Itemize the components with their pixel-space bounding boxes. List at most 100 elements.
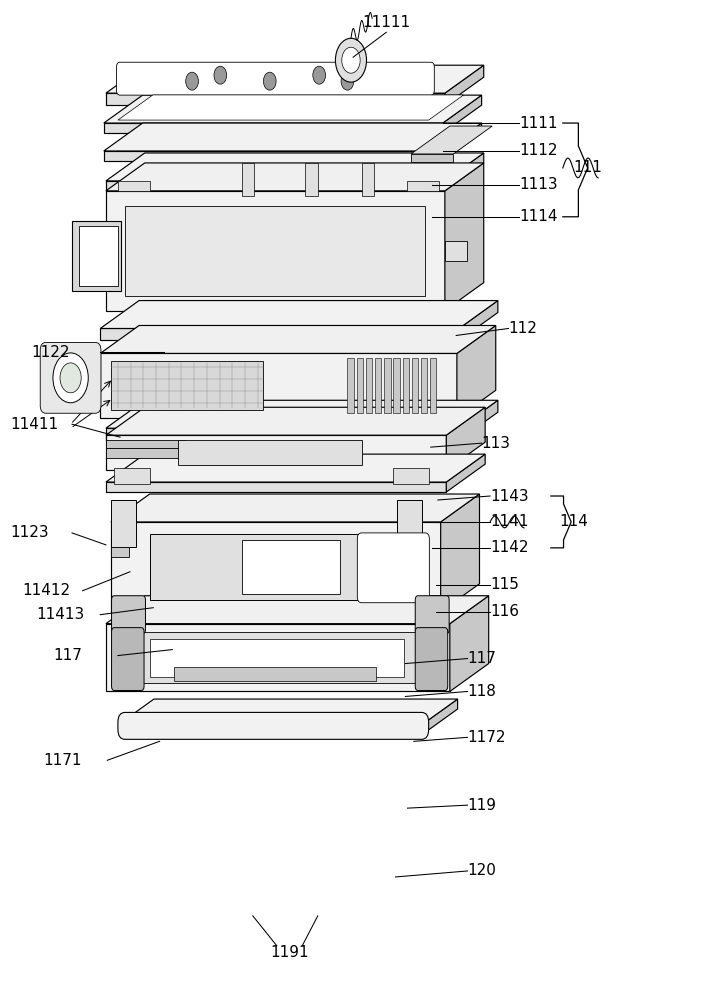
Text: 116: 116 (490, 604, 519, 619)
Text: 1111: 1111 (519, 116, 557, 131)
Polygon shape (72, 221, 121, 291)
Circle shape (214, 66, 227, 84)
Polygon shape (106, 624, 450, 691)
Polygon shape (111, 522, 441, 612)
Circle shape (264, 72, 276, 90)
Text: 117: 117 (467, 651, 496, 666)
Polygon shape (79, 226, 118, 286)
Polygon shape (104, 123, 443, 133)
Polygon shape (111, 494, 479, 522)
Text: 11413: 11413 (37, 607, 85, 622)
Polygon shape (100, 325, 496, 353)
Text: 114: 114 (559, 514, 588, 529)
Polygon shape (445, 65, 484, 105)
Text: 1141: 1141 (490, 514, 529, 529)
Polygon shape (111, 361, 263, 410)
Polygon shape (384, 358, 391, 413)
Polygon shape (106, 65, 484, 93)
Text: 117: 117 (53, 648, 82, 663)
Polygon shape (441, 494, 479, 612)
Polygon shape (150, 639, 404, 677)
Text: 1142: 1142 (490, 540, 529, 555)
Polygon shape (106, 428, 459, 440)
Text: 11412: 11412 (23, 583, 71, 598)
Polygon shape (150, 534, 397, 600)
Polygon shape (430, 358, 437, 413)
Polygon shape (106, 191, 445, 311)
Polygon shape (411, 126, 492, 154)
Polygon shape (106, 181, 445, 191)
Text: 111: 111 (574, 160, 603, 175)
Text: 1191: 1191 (270, 945, 309, 960)
Text: 1114: 1114 (519, 209, 557, 224)
Text: 115: 115 (490, 577, 519, 592)
Polygon shape (412, 358, 418, 413)
Polygon shape (446, 454, 485, 492)
Polygon shape (242, 540, 340, 594)
Text: 1171: 1171 (44, 753, 82, 768)
Polygon shape (106, 435, 446, 470)
Polygon shape (445, 241, 467, 261)
Polygon shape (411, 154, 453, 162)
FancyBboxPatch shape (118, 712, 429, 739)
Polygon shape (362, 163, 374, 196)
FancyBboxPatch shape (116, 62, 435, 95)
Polygon shape (408, 181, 440, 191)
Polygon shape (347, 358, 354, 413)
Polygon shape (111, 500, 135, 547)
Polygon shape (427, 699, 457, 731)
Circle shape (186, 72, 199, 90)
Polygon shape (393, 358, 400, 413)
Polygon shape (125, 632, 432, 683)
Polygon shape (393, 468, 429, 484)
Polygon shape (104, 151, 443, 161)
Polygon shape (357, 358, 363, 413)
Polygon shape (443, 123, 481, 161)
FancyBboxPatch shape (111, 596, 145, 634)
Polygon shape (106, 400, 498, 428)
FancyBboxPatch shape (357, 533, 430, 603)
Text: 113: 113 (481, 436, 510, 451)
Polygon shape (100, 353, 457, 418)
Polygon shape (459, 400, 498, 440)
Polygon shape (457, 325, 496, 418)
Polygon shape (106, 454, 485, 482)
Text: 120: 120 (467, 863, 496, 878)
Polygon shape (305, 163, 318, 196)
Polygon shape (106, 440, 185, 448)
Polygon shape (397, 500, 422, 547)
Text: 11411: 11411 (10, 417, 58, 432)
Polygon shape (106, 407, 485, 435)
Polygon shape (445, 153, 484, 191)
FancyBboxPatch shape (40, 342, 101, 413)
Text: 1143: 1143 (490, 489, 529, 504)
Text: 1112: 1112 (519, 143, 557, 158)
Polygon shape (403, 358, 409, 413)
Polygon shape (106, 153, 484, 181)
Polygon shape (123, 699, 457, 721)
Text: 1172: 1172 (467, 730, 506, 745)
Polygon shape (43, 345, 99, 410)
Polygon shape (445, 163, 484, 311)
Polygon shape (242, 163, 255, 196)
FancyBboxPatch shape (111, 628, 144, 690)
Polygon shape (174, 667, 376, 681)
Polygon shape (100, 328, 459, 340)
FancyBboxPatch shape (415, 628, 447, 690)
Polygon shape (111, 547, 128, 557)
Polygon shape (106, 482, 446, 492)
Polygon shape (106, 448, 199, 458)
Polygon shape (443, 95, 481, 133)
Text: 118: 118 (467, 684, 496, 699)
Polygon shape (450, 596, 489, 691)
Circle shape (60, 363, 82, 393)
Circle shape (341, 72, 354, 90)
Circle shape (335, 38, 367, 82)
Polygon shape (421, 358, 428, 413)
Polygon shape (114, 468, 150, 484)
Polygon shape (123, 721, 427, 731)
Polygon shape (106, 163, 484, 191)
Polygon shape (125, 206, 425, 296)
FancyBboxPatch shape (415, 596, 449, 634)
Text: 119: 119 (467, 798, 496, 813)
